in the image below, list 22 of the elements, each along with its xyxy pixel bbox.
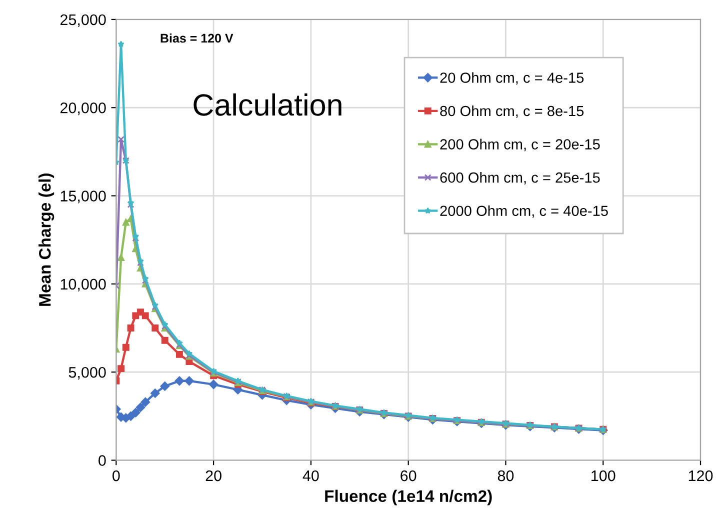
legend-label: 600 Ohm cm, c = 25e-15 <box>440 172 600 184</box>
y-tick-label: 25,000 <box>60 14 106 27</box>
legend-label: 80 Ohm cm, c = 8e-15 <box>440 105 584 118</box>
x-tick-label: 40 <box>302 470 319 482</box>
y-tick-label: 10,000 <box>60 278 106 292</box>
x-tick-label: 0 <box>112 470 120 482</box>
y-axis-title: Mean Charge (el) <box>38 174 54 306</box>
y-tick-label: 0 <box>98 455 106 466</box>
x-tick-label: 80 <box>498 470 514 482</box>
legend-label: 2000 Ohm cm, c = 40e-15 <box>440 205 608 218</box>
annotation: Bias = 120 V <box>160 33 234 43</box>
x-tick-label: 20 <box>206 470 222 482</box>
x-axis-title: Fluence (1e14 n/cm2) <box>325 490 492 506</box>
y-tick-label: 15,000 <box>60 190 106 204</box>
y-tick-label: 5,000 <box>68 366 106 380</box>
x-tick-label: 120 <box>688 470 713 482</box>
y-tick-label: 20,000 <box>60 102 106 116</box>
x-tick-label: 100 <box>592 470 616 482</box>
annotation: Calculation <box>194 93 342 116</box>
legend-label: 200 Ohm cm, c = 20e-15 <box>440 138 600 152</box>
x-tick-label: 60 <box>400 470 416 482</box>
legend-label: 20 Ohm cm, c = 4e-15 <box>440 72 584 85</box>
